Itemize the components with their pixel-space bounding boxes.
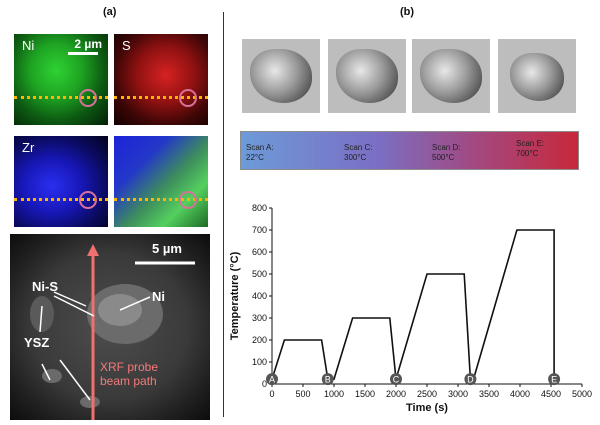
region-ring	[179, 191, 197, 209]
scan-marker	[321, 373, 334, 386]
temperature-chart: 0 100 200 300 400 500 600 700 800 0 500 1000 1500 200…	[229, 203, 592, 414]
x-tick-label: 2500	[417, 389, 437, 399]
zr-map-label: Zr	[22, 140, 35, 155]
line-scan-dots	[14, 96, 108, 99]
ysz-grain	[80, 396, 100, 408]
scan-c-temp: 300°C	[344, 153, 367, 162]
region-ring	[179, 89, 197, 107]
y-tick-label: 0	[262, 379, 267, 389]
x-tick-label: 4000	[510, 389, 530, 399]
scan-d-temp: 500°C	[432, 153, 455, 162]
y-tick-label: 800	[252, 203, 267, 213]
scan-image-a	[242, 39, 320, 113]
overlay-map	[114, 136, 208, 227]
ysz-pointer	[59, 359, 91, 401]
scan-marker	[464, 373, 477, 386]
panel-divider	[223, 12, 224, 417]
ni-pointer	[119, 296, 151, 311]
scan-image-c	[328, 39, 406, 113]
xrf-label-line1: XRF probe	[100, 360, 159, 374]
ni-map: Ni 2 µm	[14, 34, 108, 125]
y-axis-label: Temperature (°C)	[229, 251, 241, 340]
zr-map: Zr	[14, 136, 108, 227]
line-scan-dots	[14, 198, 108, 201]
scan-marker-label: A	[269, 375, 275, 385]
ysz-pointer	[39, 305, 43, 333]
map-scale-bar	[68, 52, 98, 55]
scan-a-temp: 22°C	[246, 153, 264, 162]
scan-marker-label: E	[551, 375, 557, 385]
s-map: S	[114, 34, 208, 125]
xrf-label-line2: beam path	[100, 374, 157, 388]
ni-label: Ni	[152, 289, 165, 304]
x-axis-label: Time (s)	[406, 402, 448, 414]
scan-marker	[548, 373, 561, 386]
y-tick-label: 700	[252, 225, 267, 235]
ni-map-label: Ni	[22, 38, 35, 53]
scan-image-d	[412, 39, 490, 113]
scan-marker-label: C	[393, 375, 400, 385]
scan-marker-label: D	[467, 375, 474, 385]
scan-a-name: Scan A:	[246, 143, 274, 152]
scan-marker	[390, 373, 402, 386]
x-tick-label: 3000	[448, 389, 468, 399]
scan-e-name: Scan E:	[516, 139, 545, 148]
line-scan-dots	[114, 198, 208, 201]
panel-label-b: (b)	[400, 6, 415, 18]
y-tick-label: 400	[252, 291, 267, 301]
region-ring	[79, 89, 97, 107]
y-tick-label: 100	[252, 357, 267, 367]
scan-e-temp: 700°C	[516, 149, 539, 158]
x-tick-label: 3500	[479, 389, 499, 399]
scan-c-name: Scan C:	[344, 143, 373, 152]
ni-s-pointer	[53, 291, 87, 307]
s-map-label: S	[122, 38, 131, 53]
y-tick-label: 200	[252, 335, 267, 345]
x-tick-label: 1000	[324, 389, 344, 399]
scan-e-label: Scan E: 700°C	[516, 139, 544, 159]
scan-d-label: Scan D: 500°C	[432, 143, 460, 163]
x-tick-label: 1500	[355, 389, 375, 399]
map-scale-label: 2 µm	[74, 37, 102, 51]
x-tick-label: 0	[269, 389, 274, 399]
scan-marker-label: B	[325, 375, 331, 385]
y-tick-label: 300	[252, 313, 267, 323]
line-scan-dots	[114, 96, 208, 99]
sem-scale-label: 5 µm	[152, 241, 182, 256]
temperature-series-line	[271, 229, 555, 380]
region-ring	[79, 191, 97, 209]
x-tick-label: 2000	[386, 389, 406, 399]
temperature-gradient-bar: Scan A: 22°C Scan C: 300°C Scan D: 500°C…	[240, 131, 579, 170]
sem-image: 5 µm Ni-S Ni YSZ XRF probe beam path	[10, 234, 210, 420]
sem-overlay	[30, 244, 195, 420]
panel-label-a: (a)	[103, 6, 117, 18]
y-tick-label: 500	[252, 269, 267, 279]
x-tick-label: 5000	[572, 389, 592, 399]
ni-s-pointer	[53, 295, 95, 317]
y-tick-label: 600	[252, 247, 267, 257]
scan-a-label: Scan A: 22°C	[246, 143, 274, 163]
scan-d-name: Scan D:	[432, 143, 461, 152]
x-tick-label: 500	[295, 389, 310, 399]
scan-image-e	[498, 39, 576, 113]
ysz-pointer	[41, 363, 51, 381]
scan-c-label: Scan C: 300°C	[344, 143, 372, 163]
beam-path-arrowhead	[87, 244, 99, 256]
ysz-label: YSZ	[24, 335, 50, 350]
x-tick-label: 4500	[541, 389, 561, 399]
scan-marker	[266, 373, 278, 386]
ni-s-label: Ni-S	[32, 279, 58, 294]
